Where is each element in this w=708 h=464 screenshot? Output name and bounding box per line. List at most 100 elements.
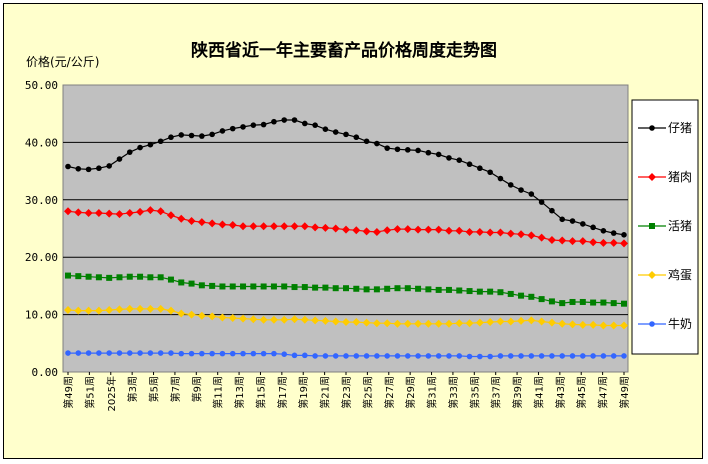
legend-item: 猪肉 — [638, 170, 692, 184]
data-point — [228, 221, 237, 230]
data-point — [415, 285, 422, 292]
y-tick-label: 10.00 — [25, 309, 58, 322]
data-point — [312, 284, 319, 291]
data-point — [579, 298, 586, 305]
data-point — [538, 353, 545, 359]
data-point — [228, 314, 237, 323]
data-point — [74, 306, 83, 315]
x-tick-label: 第23周 — [340, 376, 353, 409]
data-point — [136, 207, 145, 216]
data-point — [64, 306, 72, 315]
x-tick-label: 第5周 — [148, 376, 161, 402]
data-point — [353, 285, 360, 292]
data-point — [528, 353, 535, 359]
data-point — [374, 353, 380, 359]
data-point — [620, 321, 628, 330]
chart-canvas: 陕西省近一年主要畜产品价格周度走势图 价格(元/公斤) 0.00 10.00 20.… — [25, 40, 699, 411]
data-point — [94, 306, 103, 315]
data-point — [599, 238, 608, 247]
data-point — [312, 122, 318, 128]
data-point — [548, 298, 555, 305]
data-point — [404, 147, 411, 153]
data-point — [208, 312, 217, 321]
data-point — [373, 286, 380, 293]
data-point — [64, 207, 72, 216]
y-tick-label: 0.00 — [32, 366, 59, 379]
data-point — [446, 353, 452, 359]
data-point — [188, 280, 195, 287]
data-point — [281, 283, 288, 290]
data-point — [209, 350, 215, 357]
legend-item: 活猪 — [638, 219, 692, 233]
data-point — [240, 124, 246, 130]
data-point — [85, 350, 92, 356]
data-point — [383, 319, 392, 328]
data-point — [394, 353, 401, 359]
data-point — [404, 353, 411, 359]
data-point — [465, 227, 474, 236]
data-point — [65, 350, 71, 356]
data-point — [497, 175, 504, 182]
data-point — [126, 149, 133, 155]
legend-marker — [649, 223, 655, 229]
x-tick-label: 第39周 — [511, 376, 524, 409]
y-tick-label: 30.00 — [25, 194, 58, 207]
data-point — [424, 225, 433, 234]
x-tick-label: 第49周 — [62, 376, 75, 409]
data-point — [209, 282, 216, 289]
data-point — [332, 353, 339, 359]
data-point — [497, 353, 504, 359]
data-point — [96, 350, 102, 356]
x-tick-label: 第11周 — [212, 376, 225, 409]
y-tick-label: 20.00 — [25, 251, 58, 264]
data-point — [218, 313, 227, 322]
data-point — [240, 350, 246, 357]
legend-marker — [649, 321, 655, 327]
data-point — [126, 350, 133, 356]
data-point — [96, 165, 102, 172]
data-point — [291, 284, 298, 291]
data-point — [332, 285, 339, 292]
data-point — [300, 222, 309, 231]
data-point — [249, 315, 258, 324]
data-point — [302, 352, 308, 359]
data-point — [589, 320, 598, 329]
data-point — [197, 311, 206, 320]
data-point — [446, 155, 452, 161]
data-point — [568, 320, 577, 329]
data-point — [506, 317, 515, 326]
data-point — [353, 353, 360, 359]
data-point — [166, 306, 175, 315]
series-0 — [65, 117, 627, 238]
chart-frame: 陕西省近一年主要畜产品价格周度走势图 价格(元/公斤) 0.00 10.00 20.… — [3, 3, 703, 459]
data-point — [219, 283, 226, 290]
data-point — [260, 121, 267, 128]
data-point — [609, 238, 618, 247]
data-point — [466, 288, 473, 295]
data-point — [599, 321, 608, 330]
data-point — [425, 149, 432, 156]
data-point — [95, 274, 102, 281]
legend-box — [631, 99, 699, 355]
data-point — [403, 319, 412, 328]
x-tick-label: 第13周 — [233, 376, 246, 409]
data-point — [177, 214, 186, 223]
legend-label: 鸡蛋 — [668, 267, 692, 282]
data-point — [383, 226, 392, 235]
data-point — [106, 163, 112, 169]
x-tick-label: 第9周 — [190, 376, 203, 402]
data-point — [486, 318, 495, 327]
data-point — [590, 353, 596, 359]
y-axis-label: 价格(元/公斤) — [26, 54, 99, 69]
data-point — [301, 284, 308, 291]
data-point — [372, 319, 381, 328]
data-point — [394, 285, 401, 292]
data-point — [290, 222, 299, 231]
data-point — [527, 316, 536, 325]
data-point — [197, 218, 206, 227]
data-point — [424, 319, 433, 328]
x-tick-label: 第3周 — [126, 376, 139, 402]
data-point — [589, 238, 598, 247]
data-point — [486, 228, 495, 237]
data-point — [270, 283, 277, 290]
